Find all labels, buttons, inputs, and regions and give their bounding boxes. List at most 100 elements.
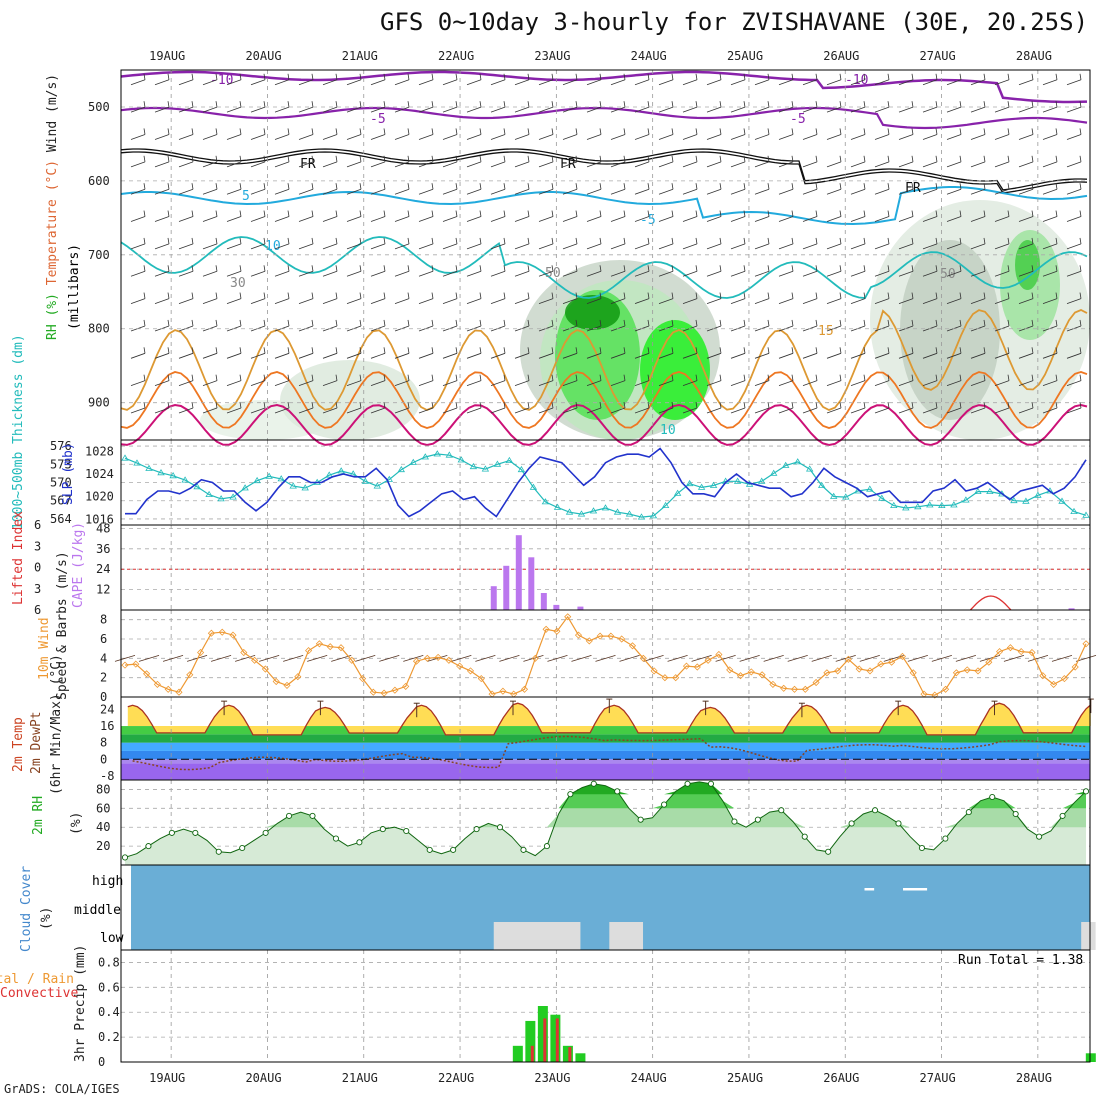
upper-wind-barb <box>298 352 314 359</box>
upper-wind-barb <box>922 270 938 277</box>
upper-wind-barb <box>551 237 554 244</box>
precip-total-bar <box>550 1014 561 1062</box>
slp-ylabel: SLP (mb) <box>61 442 76 505</box>
upper-wind-barb <box>935 401 938 409</box>
upper-wind-barb <box>359 401 362 409</box>
upper-wind-barb <box>311 101 314 108</box>
upper-wind-barb <box>658 298 674 304</box>
thickness-point <box>193 483 201 490</box>
upper-wind-barb <box>682 298 698 304</box>
wind-speed-point <box>909 669 917 677</box>
rh-point <box>661 801 668 808</box>
surface-wind-barb <box>667 654 688 662</box>
upper-wind-barb <box>778 161 794 168</box>
upper-wind-barb <box>682 352 698 359</box>
upper-wind-barb <box>154 188 170 195</box>
upper-wind-barb <box>983 374 986 381</box>
upper-wind-barb <box>682 243 698 250</box>
upper-wind-barb <box>394 134 410 140</box>
upper-wind-barb <box>263 347 266 354</box>
rh-point <box>801 833 808 840</box>
upper-wind-barb <box>887 374 890 381</box>
thickness-point <box>625 510 634 517</box>
upper-wind-barb <box>394 79 410 86</box>
surface-wind-barb <box>138 654 160 662</box>
wind-tick-label: 2 <box>100 671 107 685</box>
upper-wind-barb <box>527 183 530 190</box>
upper-wind-barb <box>239 128 242 135</box>
upper-wind-barb <box>826 352 842 359</box>
upper-wind-barb <box>1079 265 1082 272</box>
upper-wind-barb <box>922 380 938 387</box>
upper-wind-barb <box>730 79 746 86</box>
upper-wind-barb <box>898 243 914 250</box>
upper-wind-barb <box>154 298 170 304</box>
upper-wind-barb <box>322 134 338 140</box>
upper-wind-barb <box>431 210 434 217</box>
slp-tick-label: 1016 <box>85 512 114 526</box>
upper-wind-barb <box>298 134 314 140</box>
upper-wind-barb <box>922 79 938 86</box>
upper-wind-barb <box>370 79 386 86</box>
thickness-point <box>709 481 718 488</box>
wind-speed-point <box>628 642 637 650</box>
upper-wind-barb <box>767 319 770 327</box>
upper-wind-barb <box>298 216 314 222</box>
upper-wind-barb <box>970 407 986 414</box>
upper-wind-barb <box>671 155 674 162</box>
upper-wind-barb <box>634 216 650 222</box>
upper-wind-barb <box>154 407 170 414</box>
upper-wind-barb <box>767 73 770 80</box>
rh-point <box>1082 788 1090 795</box>
upper-wind-barb <box>1042 407 1058 414</box>
upper-wind-barb <box>994 270 1010 277</box>
pressure-tick-label: 800 <box>88 322 110 336</box>
upper-wind-barb <box>490 380 506 387</box>
upper-wind-barb <box>634 352 650 359</box>
upper-wind-barb <box>431 128 434 135</box>
upper-wind-barb <box>455 237 458 244</box>
wind-speed-point <box>466 667 475 675</box>
surface-wind-barb <box>883 654 904 662</box>
upper-wind-barb <box>551 73 554 80</box>
upper-wind-barb <box>887 265 890 272</box>
thickness-point <box>289 482 297 489</box>
wind-speed-point <box>942 685 950 693</box>
upper-wind-barb <box>250 270 266 277</box>
temp-ylabel-3: (6hr Min/Max) (°C) <box>49 654 64 795</box>
upper-wind-barb <box>874 188 890 195</box>
upper-wind-barb <box>935 155 938 162</box>
upper-wind-barb <box>383 237 386 244</box>
upper-wind-barb <box>586 407 602 414</box>
upper-wind-barb <box>479 183 482 190</box>
upper-wind-barb <box>359 73 362 80</box>
upper-wind-barb <box>490 216 506 222</box>
upper-wind-barb <box>479 73 482 80</box>
upper-wind-barb <box>778 188 794 195</box>
upper-wind-barb <box>791 237 794 244</box>
upper-wind-barb <box>394 188 410 195</box>
upper-wind-barb <box>335 101 338 108</box>
upper-wind-barb <box>815 347 818 354</box>
upper-wind-barb <box>634 270 650 277</box>
wind-speed-point <box>337 644 345 652</box>
upper-wind-barb <box>490 134 506 140</box>
legend-convective: Convective <box>0 986 78 1001</box>
upper-wind-barb <box>575 374 578 381</box>
upper-wind-barb <box>514 270 530 277</box>
upper-wind-barb <box>1079 101 1082 108</box>
upper-wind-barb <box>167 73 170 80</box>
upper-wind-barb <box>527 374 530 381</box>
rh-point <box>590 780 597 787</box>
upper-wind-barb <box>287 155 290 162</box>
upper-wind-barb <box>1031 374 1034 381</box>
upper-wind-barb <box>490 270 506 277</box>
upper-wind-barb <box>839 319 842 327</box>
wind-speed-point <box>780 684 788 692</box>
upper-wind-barb <box>935 73 938 80</box>
upper-wind-barb <box>575 155 578 162</box>
upper-wind-barb <box>322 407 338 414</box>
thickness-point <box>457 456 466 463</box>
temp-fill <box>127 703 1091 735</box>
upper-wind-barb <box>946 216 962 222</box>
